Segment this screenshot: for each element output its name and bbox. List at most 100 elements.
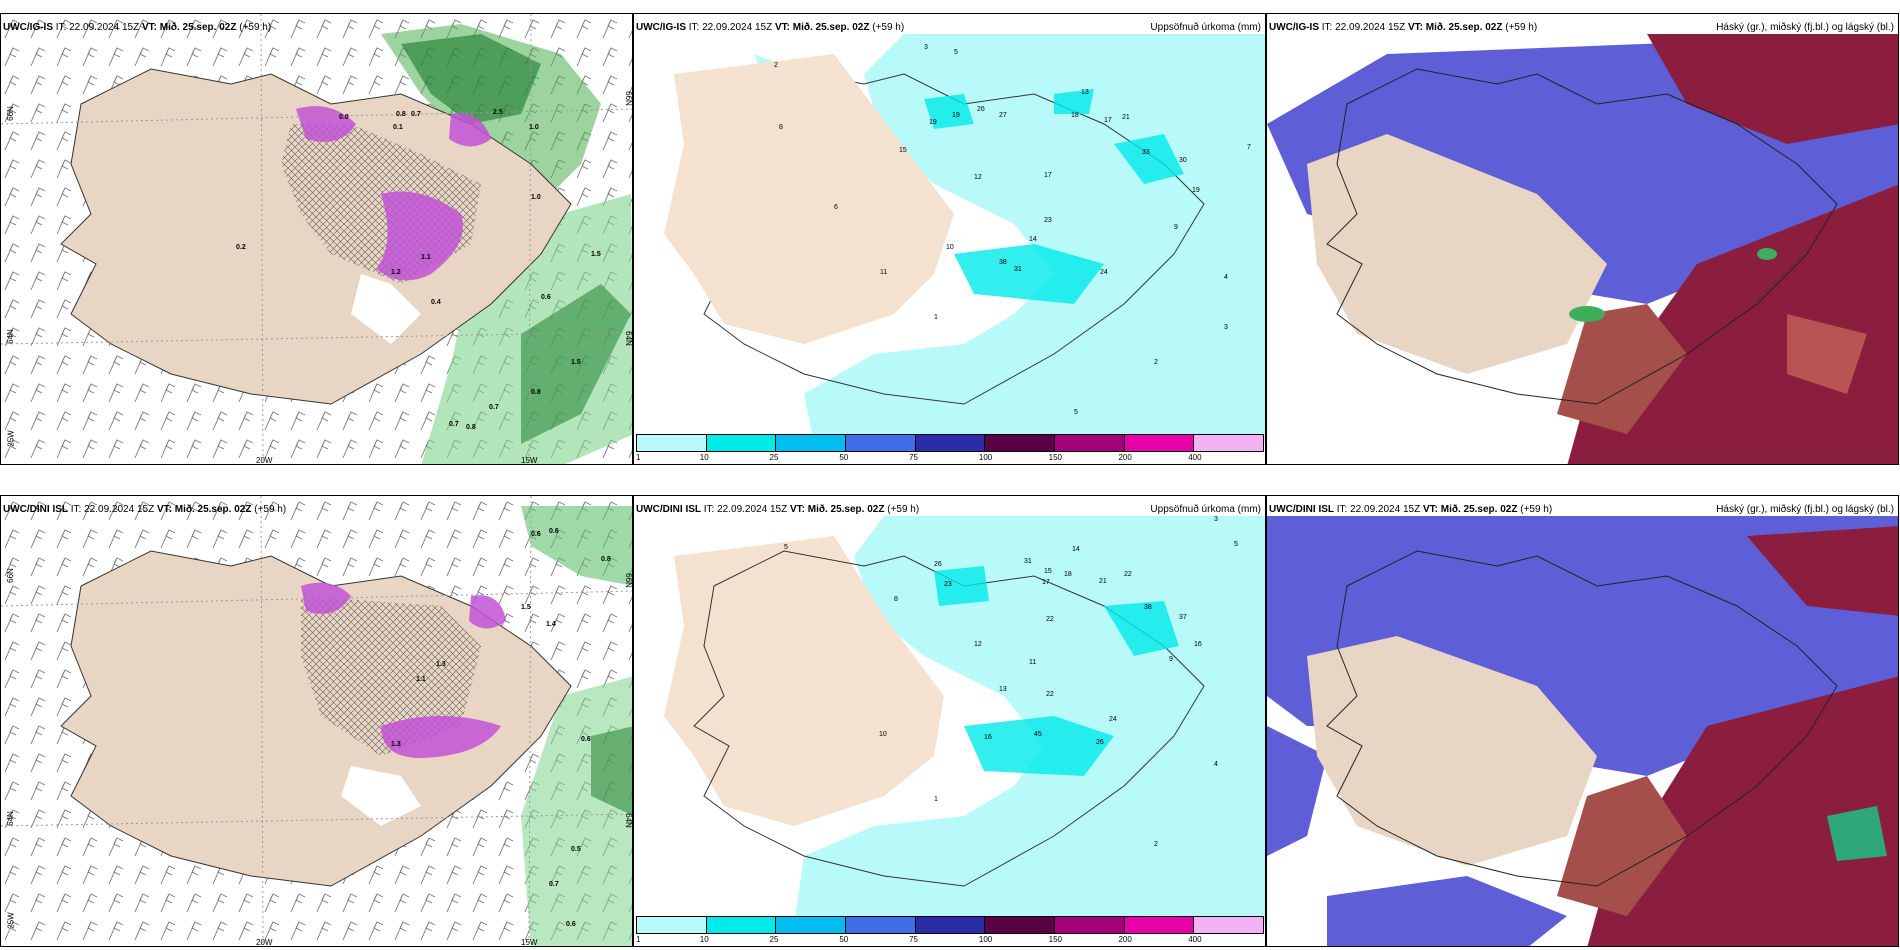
snow-label: 1.2 [391,269,401,276]
panel-variable: Háský (gr.), miðský (fj.bl.) og lágský (… [1716,504,1894,515]
precip-value: 24 [1100,269,1108,276]
colorbar-tick: 75 [909,453,919,462]
colorbar-tick: 50 [839,935,849,944]
snow-label: 0.8 [601,556,611,563]
iceland-outline [60,68,572,405]
snow-label: 0.2 [236,244,246,251]
snow-label: 1.5 [591,251,601,258]
precip-value: 2 [774,62,778,69]
snow-label: 0.1 [393,124,403,131]
colorbar-swatch [1055,435,1125,451]
colorbar-swatch [706,435,777,451]
cloud-map [1267,34,1898,464]
panel-clouds-igis: UWC/IG-IS IT: 22.09.2024 15Z VT: Mið. 25… [1266,13,1899,465]
panel-precip-dini: UWC/DINI ISL IT: 22.09.2024 15Z VT: Mið.… [633,495,1266,947]
precip-value: 8 [779,124,783,131]
colorbar-tick: 10 [699,935,709,944]
precip-value: 22 [1124,571,1132,578]
lat-label: 66N [5,568,15,583]
panel-title: UWC/IG-IS IT: 22.09.2024 15Z VT: Mið. 25… [3,22,272,33]
snow-wind-map [1,496,632,946]
colorbar-tick: 150 [1048,453,1063,462]
panel-title: UWC/DINI ISL IT: 22.09.2024 15Z VT: Mið.… [3,504,287,515]
panel-variable: Uppsöfnuð úrkoma (mm) [1150,22,1261,33]
snow-label: 0.8 [531,389,541,396]
snow-label: 1.1 [416,676,426,683]
precip-value: 17 [1104,117,1112,124]
precip-value: 10 [946,244,954,251]
panel-title: UWC/IG-IS IT: 22.09.2024 15Z VT: Mið. 25… [636,22,905,33]
snow-label: 1.4 [546,621,556,628]
precip-value: 21 [1099,578,1107,585]
precip-value: 23 [1044,217,1052,224]
colorbar-swatch [706,917,777,933]
precip-value: 3 [1224,324,1228,331]
panel-snow-wind-igis: UWC/IG-IS IT: 22.09.2024 15Z VT: Mið. 25… [0,13,633,465]
snow-wind-map [1,14,632,464]
snow-label: 1.0 [529,124,539,131]
snow-label: 1.0 [531,194,541,201]
precip-value: 30 [1179,157,1187,164]
colorbar-ticks: 1 10 25 50 75 100 150 200 400 [636,453,1264,463]
snow-label: 0.0 [339,114,349,121]
panel-precip-igis: UWC/IG-IS IT: 22.09.2024 15Z VT: Mið. 25… [633,13,1266,465]
iceland-outline [1326,550,1838,887]
lat-label: 66N [5,106,15,121]
colorbar-tick: 100 [978,453,993,462]
precip-value: 15 [899,147,907,154]
colorbar-swatch [1124,917,1195,933]
snow-label: 0.6 [566,921,576,928]
lon-label: 25W [6,430,16,447]
precip-value: 4 [1224,274,1228,281]
colorbar-tick: 200 [1118,935,1132,944]
precip-value: 38 [999,259,1007,266]
snow-label: 1.1 [421,254,431,261]
precip-value: 16 [984,734,992,741]
precip-value: 31 [1014,266,1022,273]
panel-clouds-dini: UWC/DINI ISL IT: 22.09.2024 15Z VT: Mið.… [1266,495,1899,947]
snow-label: 0.8 [466,424,476,431]
colorbar-tick: 25 [769,935,779,944]
precip-value: 5 [784,544,788,551]
lon-label: 15W [521,456,538,465]
panel-title: UWC/DINI ISL IT: 22.09.2024 15Z VT: Mið.… [636,504,920,515]
snow-label: 0.7 [489,404,499,411]
precip-value: 17 [1042,579,1050,586]
iceland-outline [1326,68,1838,405]
precip-value: 23 [944,581,952,588]
precip-value: 37 [1179,614,1187,621]
cloud-map [1267,516,1898,946]
colorbar-swatch [985,435,1056,451]
precip-value: 31 [1024,558,1032,565]
precip-value: 2 [1154,841,1158,848]
precip-value: 11 [1029,659,1037,666]
snow-label: 0.6 [549,528,559,535]
precip-value: 12 [974,174,982,181]
panel-variable: Uppsöfnuð úrkoma (mm) [1150,504,1261,515]
colorbar-ticks: 1 10 25 50 75 100 150 200 400 [636,935,1264,945]
precip-map [664,516,1265,926]
precip-value: 22 [1046,691,1054,698]
precip-value: 21 [1122,114,1130,121]
precip-value: 18 [1071,112,1079,119]
lat-label: 66N [623,91,633,106]
colorbar-swatch [915,917,986,933]
colorbar-tick: 1 [636,453,641,462]
precip-value: 22 [1046,616,1054,623]
colorbar-tick: 75 [909,935,919,944]
colorbar-swatch [1194,917,1264,933]
precip-value: 19 [952,112,960,119]
snow-label: 0.4 [431,299,441,306]
colorbar-swatch [776,917,847,933]
lon-label: 25W [6,912,16,929]
snow-label: 0.5 [571,846,581,853]
precip-map [664,34,1265,444]
precip-value: 6 [834,204,838,211]
precip-value: 17 [1044,172,1052,179]
colorbar-swatch [846,435,916,451]
precip-value: 26 [934,561,942,568]
panel-snow-wind-dini: UWC/DINI ISL IT: 22.09.2024 15Z VT: Mið.… [0,495,633,947]
panel-variable: Háský (gr.), miðský (fj.bl.) og lágský (… [1716,22,1894,33]
precip-value: 14 [1029,236,1037,243]
precip-value: 15 [1044,568,1052,575]
